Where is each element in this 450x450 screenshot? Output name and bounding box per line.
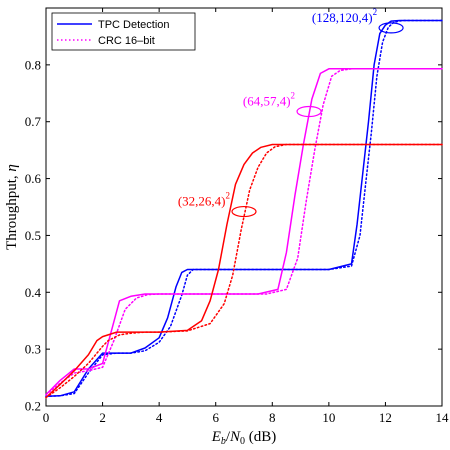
x-tick-label: 8: [269, 410, 276, 425]
x-tick-label: 12: [379, 410, 392, 425]
legend-label-crc: CRC 16–bit: [98, 35, 155, 47]
y-tick-label: 0.2: [25, 399, 41, 414]
x-axis-title: Eb/N0 (dB): [211, 429, 277, 447]
axis-ticks: 0 2 4 6 8 10 12 14 0.2 0.3 0.4 0.5 0.6 0.7 0.8: [25, 8, 449, 425]
y-tick-label: 0.3: [25, 342, 41, 357]
annotation-code: (64,57,4): [243, 93, 291, 108]
legend: TPC Detection CRC 16–bit: [51, 12, 196, 51]
annotation-ellipse-1: [296, 105, 322, 118]
series-5-dotted-line: [45, 143, 443, 399]
annotation-sup: 2: [291, 90, 296, 100]
y-tick-label: 0.6: [25, 171, 42, 186]
x-tick-label: 0: [43, 410, 50, 425]
annotation-ellipse-0: [378, 22, 404, 34]
x-tick-label: 14: [436, 410, 450, 425]
x-tick-label: 10: [322, 410, 335, 425]
annotation-label-2: (32,26,4)2: [178, 191, 230, 209]
annotation-sup: 2: [226, 191, 231, 201]
annotation-label-0: (128,120,4)2: [312, 7, 377, 25]
x-tick-label: 4: [156, 410, 163, 425]
annotation-label-1: (64,57,4)2: [243, 90, 295, 108]
legend-label-tpc: TPC Detection: [98, 19, 170, 31]
y-tick-label: 0.4: [25, 285, 42, 300]
legend-box: [51, 12, 196, 51]
y-tick-label: 0.5: [25, 228, 41, 243]
annotation-ellipse-2: [231, 205, 257, 218]
annotation-code: (32,26,4): [178, 194, 226, 209]
x-tick-label: 6: [212, 410, 219, 425]
x-tick-label: 2: [99, 410, 106, 425]
annotation-sup: 2: [373, 7, 378, 17]
series-3-dotted-line: [45, 68, 443, 396]
y-tick-label: 0.7: [25, 114, 42, 129]
annotation-code: (128,120,4): [312, 10, 373, 25]
y-axis-title: Throughput, η: [4, 164, 20, 250]
y-tick-label: 0.8: [25, 57, 41, 72]
annotations: (128,120,4)2(64,57,4)2(32,26,4)2: [178, 7, 404, 218]
series-4-solid-line: [45, 143, 443, 399]
